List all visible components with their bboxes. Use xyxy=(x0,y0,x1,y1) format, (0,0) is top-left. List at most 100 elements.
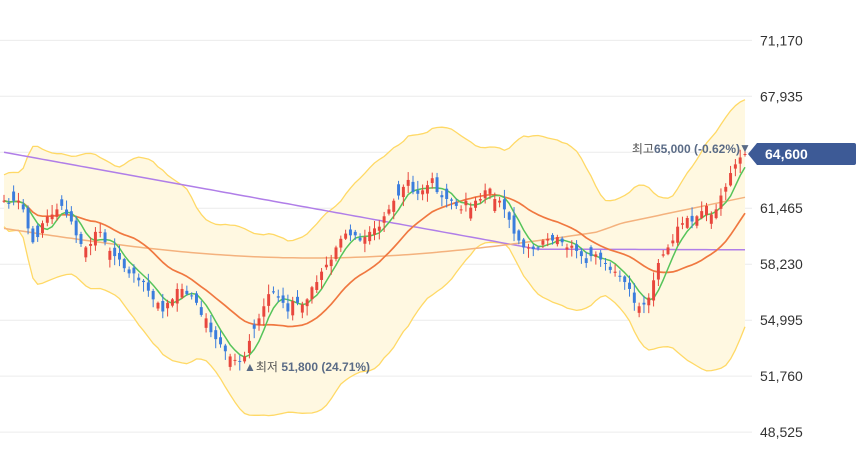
candle xyxy=(156,301,160,311)
candle-body xyxy=(209,322,213,333)
candle-body xyxy=(137,277,141,281)
candle-body xyxy=(79,234,83,244)
candle xyxy=(676,217,680,246)
candle-body xyxy=(551,234,555,241)
candle-body xyxy=(382,216,386,223)
candle-body xyxy=(21,204,25,210)
candle-body xyxy=(454,202,458,206)
candle-body xyxy=(214,330,218,340)
y-tick-label: 67,935 xyxy=(760,88,803,104)
candle xyxy=(65,200,69,218)
candle-body xyxy=(450,199,453,201)
candle xyxy=(74,216,78,243)
candle xyxy=(450,197,453,210)
candle-body xyxy=(180,288,184,298)
candle xyxy=(579,247,583,264)
candle xyxy=(262,298,266,326)
candle xyxy=(161,293,165,319)
candle-body xyxy=(661,254,665,256)
y-axis: 71,170 67,935 61,465 58,230 54,995 51,760 48,5… xyxy=(748,32,856,440)
candle-body xyxy=(93,231,97,246)
candle xyxy=(575,240,579,259)
candle-body xyxy=(84,247,88,258)
candle xyxy=(296,290,299,306)
candle xyxy=(531,244,535,257)
candle-body xyxy=(493,198,497,212)
candle xyxy=(459,205,463,214)
candle-body xyxy=(127,269,131,274)
candle-body xyxy=(570,245,574,248)
candle xyxy=(416,180,420,201)
candle-body xyxy=(397,184,401,196)
candle xyxy=(89,237,93,256)
candle-body xyxy=(26,207,30,229)
candle-body xyxy=(589,247,593,257)
candle xyxy=(12,185,16,206)
ma120-line xyxy=(3,151,745,251)
candle-body xyxy=(339,238,343,248)
candle xyxy=(474,197,478,211)
candle xyxy=(618,270,622,282)
y-tick-label: 61,465 xyxy=(760,200,803,216)
candle-body xyxy=(440,195,444,198)
candle-body xyxy=(666,247,670,255)
y-tick-label: 58,230 xyxy=(760,256,803,272)
candle xyxy=(608,262,612,274)
candle-body xyxy=(320,271,324,280)
candle-body xyxy=(483,190,487,199)
candle xyxy=(238,355,242,371)
candle-body xyxy=(743,154,747,155)
candle xyxy=(613,264,617,277)
candle-body xyxy=(267,294,271,306)
candle-body xyxy=(98,231,102,233)
candle-body xyxy=(642,302,646,305)
candle xyxy=(194,291,198,306)
high-marker-icon: ▼ xyxy=(739,141,751,155)
candle xyxy=(103,229,107,246)
candle-body xyxy=(199,307,203,315)
candle-body xyxy=(671,240,675,244)
candle-body xyxy=(618,275,622,277)
ma20-line xyxy=(3,193,746,328)
candle-body xyxy=(724,186,728,192)
candle xyxy=(661,250,665,258)
candle-body xyxy=(348,229,352,236)
candle-body xyxy=(41,223,44,234)
candle-body xyxy=(257,318,261,326)
candle-body xyxy=(373,228,376,235)
candle-body xyxy=(60,199,64,206)
candle-body xyxy=(488,188,492,194)
candle xyxy=(334,245,338,262)
candle-body xyxy=(89,243,93,246)
candle xyxy=(243,351,247,364)
candle xyxy=(555,234,559,247)
candle xyxy=(551,233,555,245)
candle xyxy=(666,244,670,256)
candle-body xyxy=(132,267,136,274)
plot-area xyxy=(2,99,747,417)
candle xyxy=(175,283,179,312)
candle-body xyxy=(281,295,285,303)
candle xyxy=(21,199,25,213)
candle xyxy=(252,319,256,339)
candle xyxy=(445,183,449,208)
candle xyxy=(512,207,516,242)
candle-body xyxy=(185,290,189,295)
candle-body xyxy=(175,288,179,304)
candle xyxy=(339,235,343,253)
candle-body xyxy=(334,247,338,259)
candle xyxy=(652,272,656,307)
candle-body xyxy=(531,246,535,250)
candle-body xyxy=(12,191,16,201)
candle xyxy=(271,286,275,295)
candle xyxy=(276,289,280,303)
candle-body xyxy=(276,296,280,298)
candle-body xyxy=(296,296,299,303)
candle-body xyxy=(377,226,381,231)
candle-body xyxy=(36,225,40,238)
candle-body xyxy=(632,292,636,303)
candle xyxy=(488,187,492,200)
candle xyxy=(199,300,203,317)
high-annotation-value: 65,000 (-0.62%) xyxy=(654,142,740,156)
